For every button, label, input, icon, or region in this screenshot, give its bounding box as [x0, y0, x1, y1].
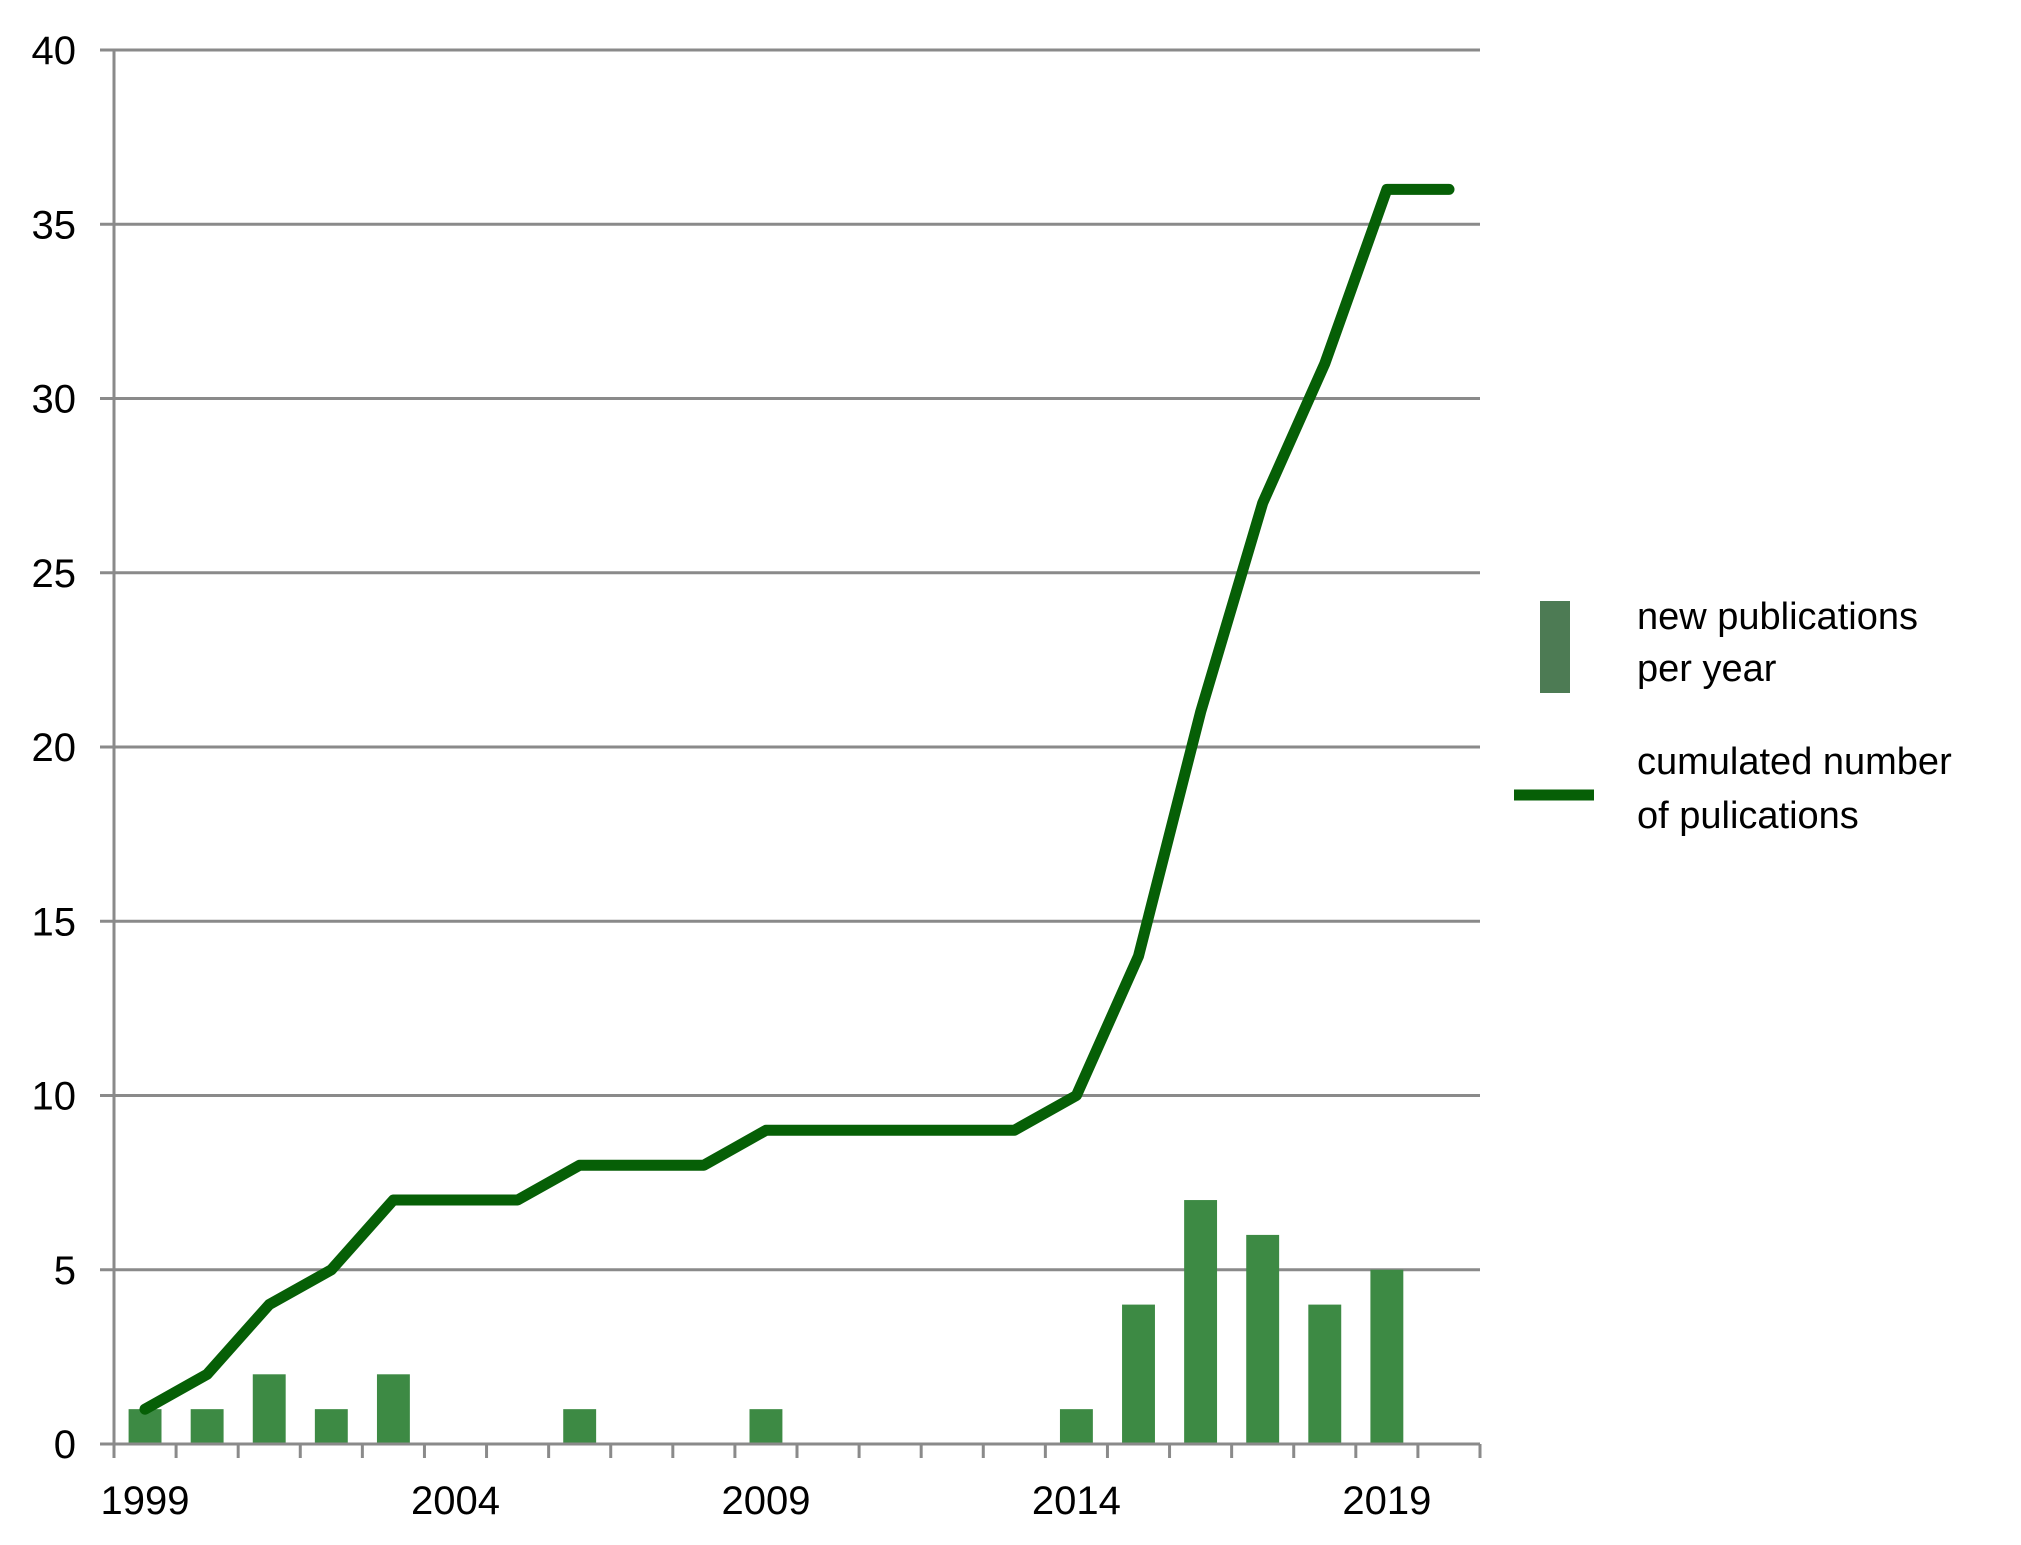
x-tick-label: 2004 — [411, 1479, 500, 1523]
bar — [252, 1374, 286, 1444]
bar — [314, 1409, 348, 1444]
legend-bar-label: new publications — [1637, 596, 1918, 638]
bar — [1184, 1200, 1218, 1444]
legend-bar-label: per year — [1637, 648, 1777, 690]
y-tick-label: 40 — [32, 29, 77, 73]
x-tick-label: 2009 — [721, 1479, 810, 1523]
bar — [563, 1409, 597, 1444]
y-tick-label: 10 — [32, 1075, 77, 1119]
cumulative-line — [139, 183, 1455, 1415]
bar — [128, 1409, 162, 1444]
bar — [376, 1374, 410, 1444]
bar — [749, 1409, 783, 1444]
y-tick-label: 20 — [32, 726, 77, 770]
legend-line-label: cumulated number — [1637, 741, 1952, 783]
legend-bar-swatch — [1540, 601, 1570, 693]
bar-series — [128, 1200, 1404, 1444]
y-tick-label: 25 — [32, 552, 77, 596]
bar — [1370, 1269, 1404, 1444]
legend: new publications per year cumulated number… — [1514, 596, 1952, 837]
y-tick-label: 35 — [32, 203, 77, 247]
line-series — [139, 183, 1455, 1415]
y-tick-labels: 0 5 10 15 20 25 30 35 40 — [32, 29, 77, 1467]
x-tick-label: 2014 — [1032, 1479, 1121, 1523]
x-tick-label: 2019 — [1342, 1479, 1431, 1523]
bar — [1308, 1304, 1342, 1444]
y-tick-label: 0 — [54, 1423, 76, 1467]
bar — [1059, 1409, 1093, 1444]
y-tick-label: 30 — [32, 378, 77, 422]
axes — [100, 48, 1482, 1458]
y-tick-label: 5 — [54, 1249, 76, 1293]
y-tick-label: 15 — [32, 900, 77, 944]
gridlines — [114, 48, 1480, 1272]
x-tick-labels: 1999 2004 2009 2014 2019 — [101, 1479, 1432, 1523]
bar — [1246, 1234, 1280, 1444]
legend-line-label: of pulications — [1637, 795, 1859, 837]
x-tick-label: 1999 — [101, 1479, 190, 1523]
bar — [190, 1409, 224, 1444]
bar — [1122, 1304, 1155, 1444]
